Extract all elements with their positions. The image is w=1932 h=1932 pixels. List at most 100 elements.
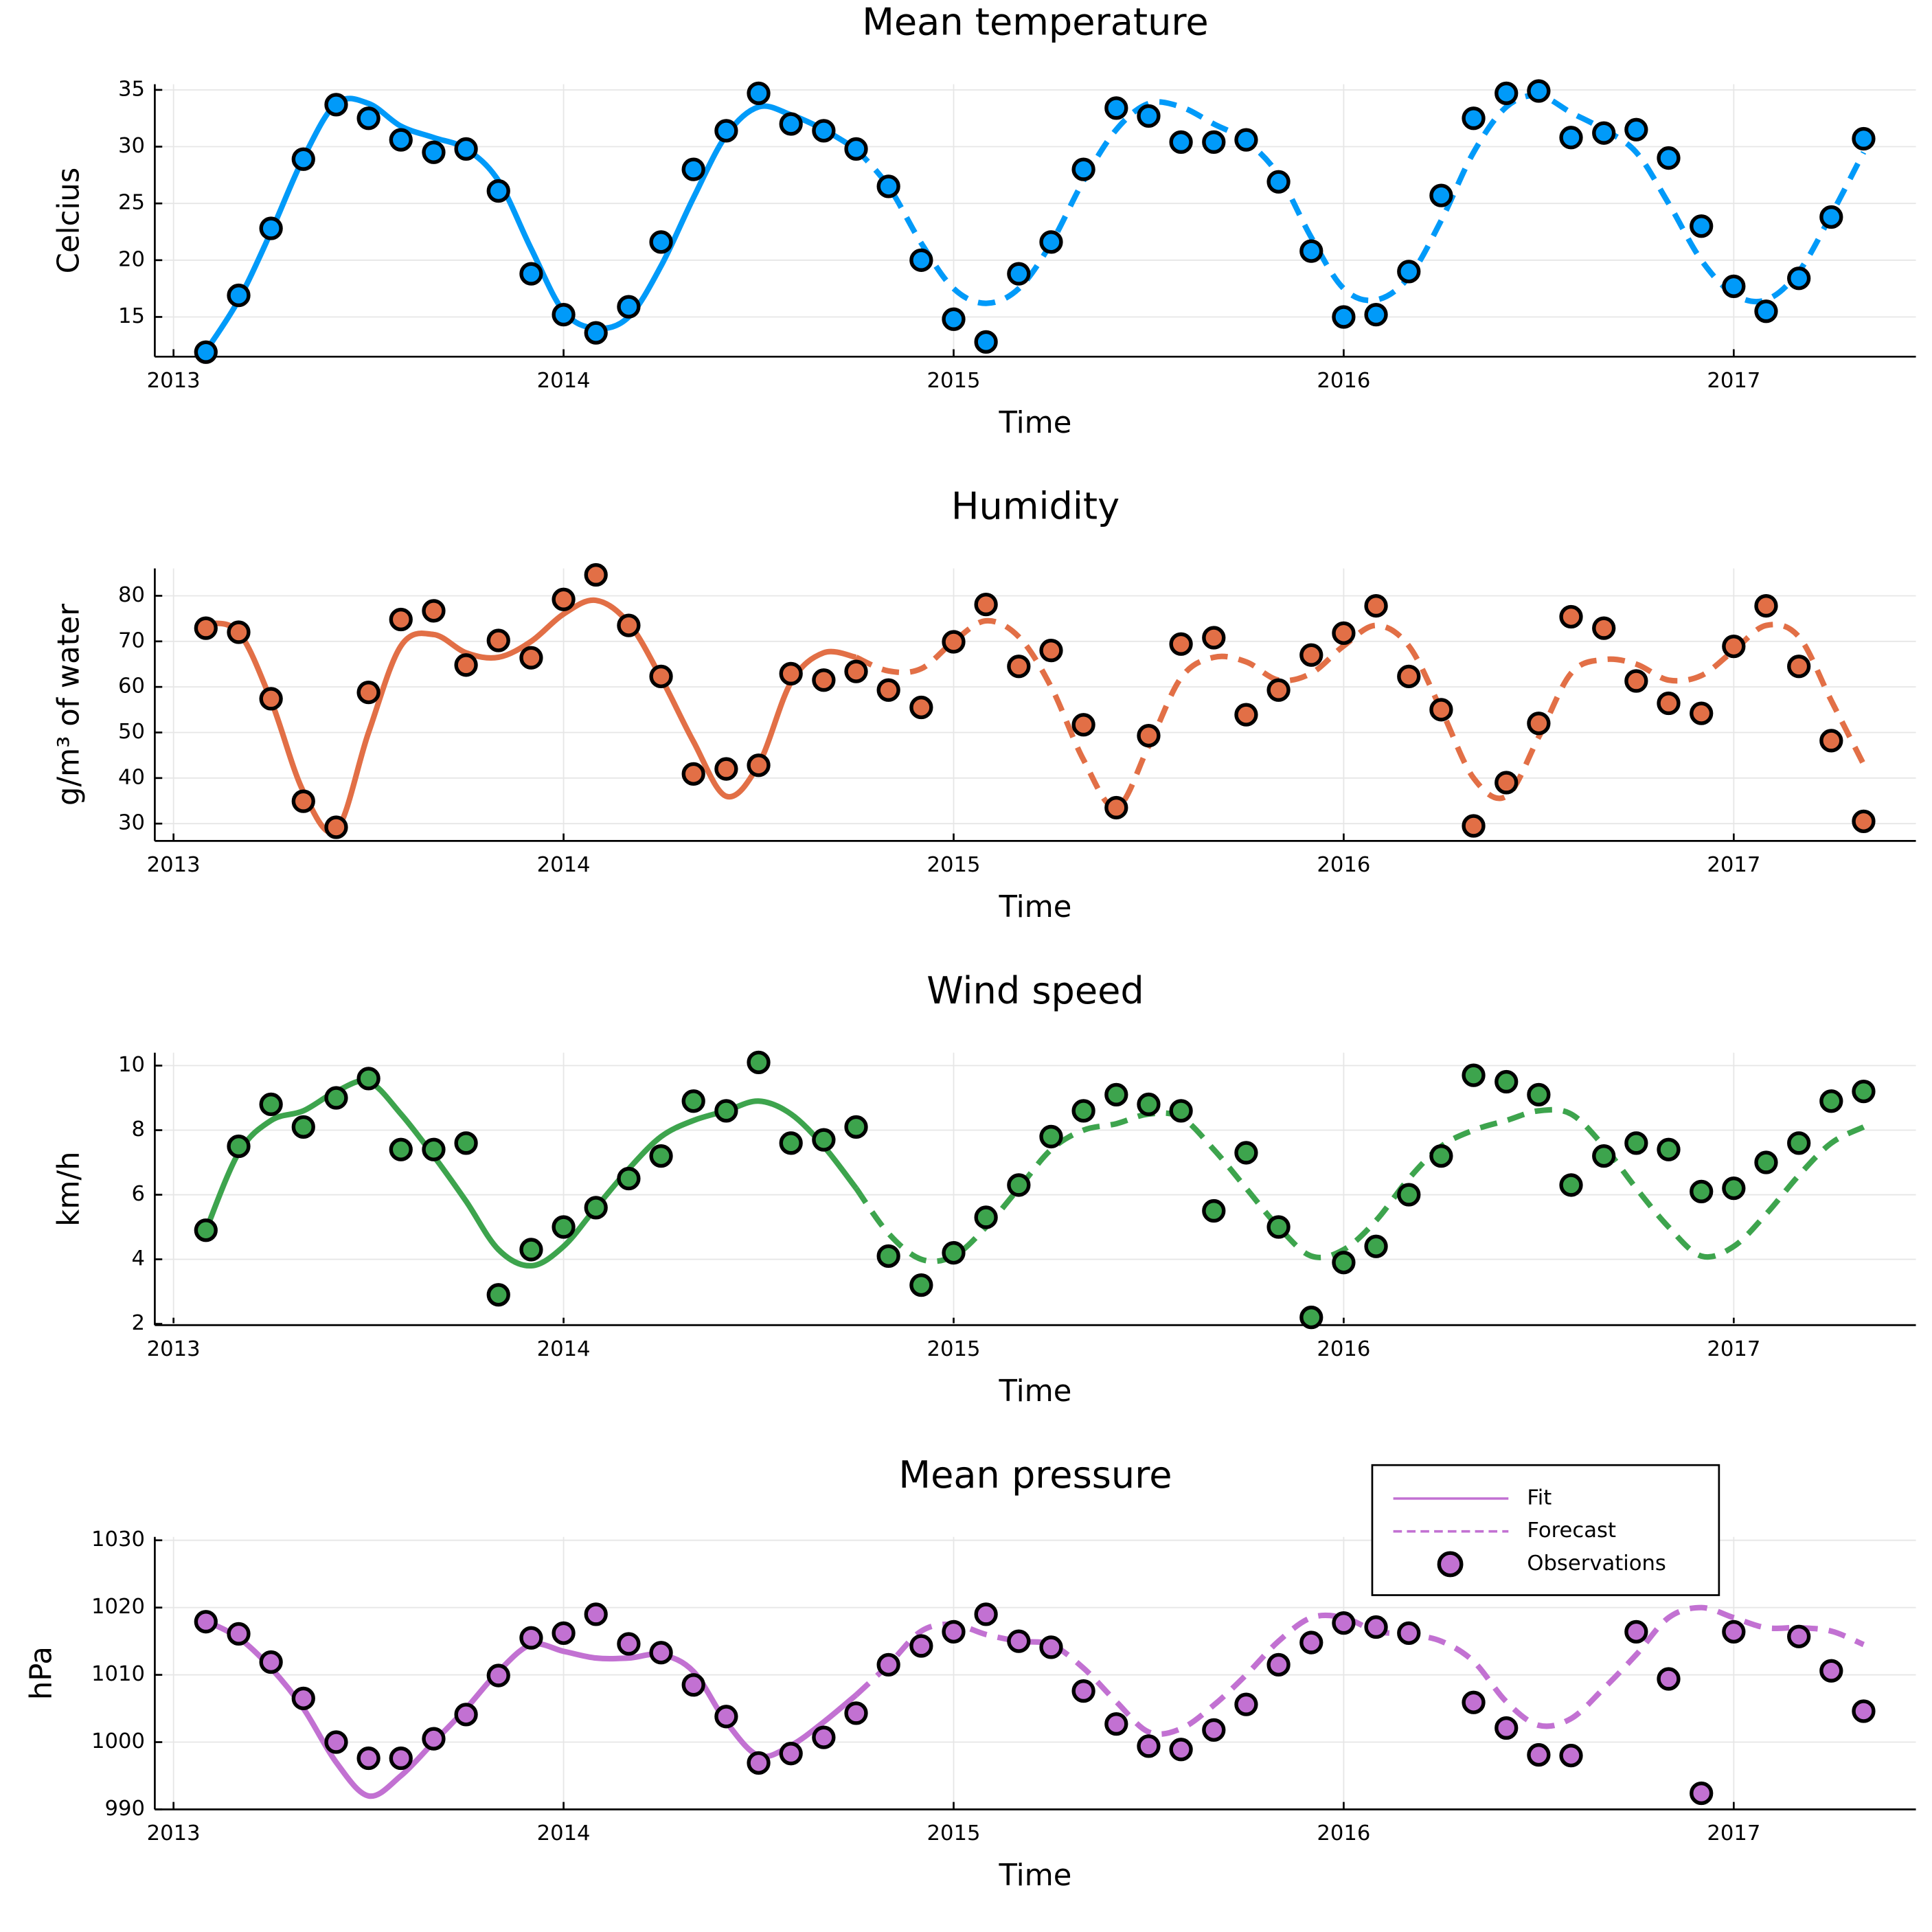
observation-marker	[714, 1099, 738, 1123]
observation-marker	[1690, 1179, 1714, 1203]
observation-marker	[1624, 117, 1648, 141]
observation-marker	[1364, 593, 1388, 618]
observation-marker	[909, 248, 933, 272]
observation-marker	[1137, 724, 1161, 748]
observation-marker	[1495, 1716, 1519, 1740]
observation-marker	[1137, 1734, 1161, 1758]
observation-marker	[291, 1686, 315, 1710]
observation-marker	[1202, 626, 1226, 650]
observation-marker	[779, 112, 803, 136]
observation-marker	[227, 283, 251, 308]
observation-marker	[909, 695, 933, 720]
forecast-line	[854, 92, 1867, 306]
observation-marker	[617, 295, 641, 319]
observation-marker	[1299, 643, 1323, 667]
observation-marker	[747, 1751, 771, 1775]
observation-marker	[194, 1218, 218, 1242]
observation-marker	[356, 106, 380, 130]
x-axis-label: Time	[999, 406, 1072, 440]
observation-marker	[422, 1137, 446, 1161]
observation-marker	[909, 1273, 933, 1297]
legend-label: Observations	[1527, 1552, 1666, 1576]
observation-marker	[486, 179, 510, 203]
observation-marker	[1527, 79, 1551, 103]
observation-marker	[714, 119, 738, 143]
x-tick-label: 2013	[147, 369, 201, 393]
observation-marker	[1559, 1173, 1583, 1197]
observation-marker	[1364, 303, 1388, 327]
observation-marker	[1332, 1251, 1356, 1275]
chart-title: Wind speed	[927, 969, 1144, 1012]
observation-marker	[876, 1652, 900, 1677]
observation-marker	[747, 81, 771, 105]
observation-marker	[1592, 1144, 1616, 1168]
observation-marker	[1104, 1712, 1128, 1736]
observation-marker	[1722, 1177, 1746, 1201]
observation-marker	[1495, 81, 1519, 105]
observation-marker	[584, 1196, 608, 1220]
y-tick-label: 2	[131, 1311, 145, 1335]
observation-marker	[844, 1701, 868, 1725]
observation-marker	[1266, 170, 1291, 194]
observation-marker	[194, 616, 218, 640]
observation-marker	[291, 147, 315, 171]
observation-marker	[356, 1067, 380, 1091]
observation-marker	[1039, 230, 1063, 254]
observation-marker	[1266, 1652, 1291, 1677]
subplot: Wind speed Time km/h 2013 2014 2015 2016 2017 2 4…	[52, 969, 1916, 1409]
observation-marker	[259, 1092, 283, 1117]
observation-marker	[1202, 1198, 1226, 1223]
observation-marker	[389, 1746, 413, 1771]
observation-marker	[1462, 106, 1486, 130]
observation-marker	[1429, 183, 1453, 207]
observation-marker	[324, 93, 348, 117]
observation-marker	[649, 230, 673, 254]
y-tick-label: 1000	[91, 1729, 145, 1753]
observation-marker	[1202, 1718, 1226, 1742]
y-tick-label: 50	[118, 720, 145, 744]
observation-marker	[1657, 146, 1681, 170]
observation-marker	[1624, 1131, 1648, 1155]
observation-marker	[486, 628, 510, 652]
observation-marker	[779, 661, 803, 686]
observation-marker	[1234, 1141, 1258, 1165]
legend: Fit Forecast Observations	[1371, 1464, 1720, 1596]
y-tick-label: 25	[118, 191, 145, 215]
legend-label: Forecast	[1527, 1519, 1616, 1543]
y-tick-label: 4	[131, 1247, 145, 1271]
x-tick-label: 2013	[147, 1337, 201, 1361]
observation-marker	[422, 599, 446, 623]
observation-marker	[1852, 1079, 1876, 1104]
y-tick-label: 8	[131, 1117, 145, 1141]
observation-marker	[1819, 729, 1843, 753]
x-tick-label: 2016	[1317, 369, 1370, 393]
observation-marker	[324, 815, 348, 839]
observation-marker	[1852, 1699, 1876, 1723]
observation-marker	[1104, 96, 1128, 120]
observation-marker	[649, 1641, 673, 1665]
observation-marker	[1852, 809, 1876, 833]
observation-marker	[942, 307, 966, 331]
observation-marker	[1299, 239, 1323, 263]
observation-marker	[454, 653, 478, 677]
observation-marker	[1592, 121, 1616, 145]
observation-marker	[1397, 1183, 1421, 1207]
y-tick-label: 1010	[91, 1662, 145, 1686]
observation-marker	[1722, 1620, 1746, 1644]
observation-marker	[194, 340, 218, 364]
observation-marker	[1104, 795, 1128, 820]
observation-marker	[681, 157, 705, 181]
observation-marker	[779, 1742, 803, 1766]
observation-marker	[324, 1730, 348, 1754]
observation-marker	[486, 1663, 510, 1687]
observation-marker	[194, 1610, 218, 1634]
y-tick-label: 990	[104, 1797, 144, 1821]
observation-marker	[422, 1727, 446, 1751]
x-axis-label: Time	[999, 1859, 1072, 1893]
observation-marker	[1722, 274, 1746, 298]
y-axis-label: hPa	[25, 1646, 59, 1700]
observation-marker	[1754, 299, 1778, 323]
x-tick-label: 2017	[1707, 853, 1760, 877]
legend-box	[1371, 1464, 1720, 1596]
observation-marker	[1202, 130, 1226, 155]
